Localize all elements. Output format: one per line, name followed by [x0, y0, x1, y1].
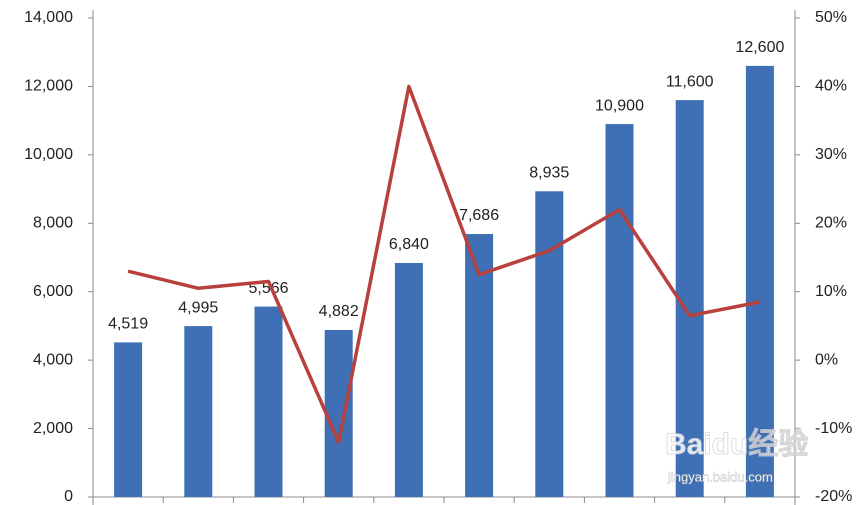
y-tick-label: 10,000 [24, 146, 73, 163]
y2-tick-label: 20% [815, 215, 847, 232]
y-tick-label: 2,000 [33, 420, 73, 437]
y-tick-label: 0 [64, 488, 73, 505]
data-label: 12,600 [735, 39, 784, 56]
data-label: 4,882 [319, 303, 359, 320]
bar [465, 234, 494, 498]
y-tick-label: 4,000 [33, 351, 73, 368]
data-label: 4,995 [178, 299, 218, 316]
y2-tick-label: -20% [815, 488, 852, 505]
y-tick-label: 12,000 [24, 78, 73, 95]
data-label: 6,840 [389, 236, 429, 253]
y2-tick-label: 10% [815, 283, 847, 300]
bar [745, 65, 774, 498]
data-label: 11,600 [666, 73, 714, 90]
bar [394, 262, 423, 497]
bar [535, 191, 564, 498]
line [127, 84, 761, 445]
y2-tick-label: -10% [815, 420, 852, 437]
bar [324, 329, 353, 497]
data-label: 10,900 [595, 97, 644, 114]
bar [184, 326, 213, 497]
y-tick-label: 6,000 [33, 283, 73, 300]
y2-tick-label: 40% [815, 78, 847, 95]
bar [605, 124, 634, 498]
watermark: jingyan.baidu.com [667, 469, 773, 484]
y2-tick-label: 50% [815, 9, 847, 26]
y2-tick-label: 30% [815, 146, 847, 163]
y-tick-label: 14,000 [24, 9, 73, 26]
data-label: 7,686 [459, 207, 499, 224]
y-tick-label: 8,000 [33, 215, 73, 232]
bar [254, 306, 283, 497]
watermark: Baidu经验 [665, 427, 808, 461]
data-label: 8,935 [529, 165, 569, 182]
bar [114, 342, 143, 497]
y2-tick-label: 0% [815, 351, 838, 368]
data-label: 4,519 [108, 316, 148, 333]
